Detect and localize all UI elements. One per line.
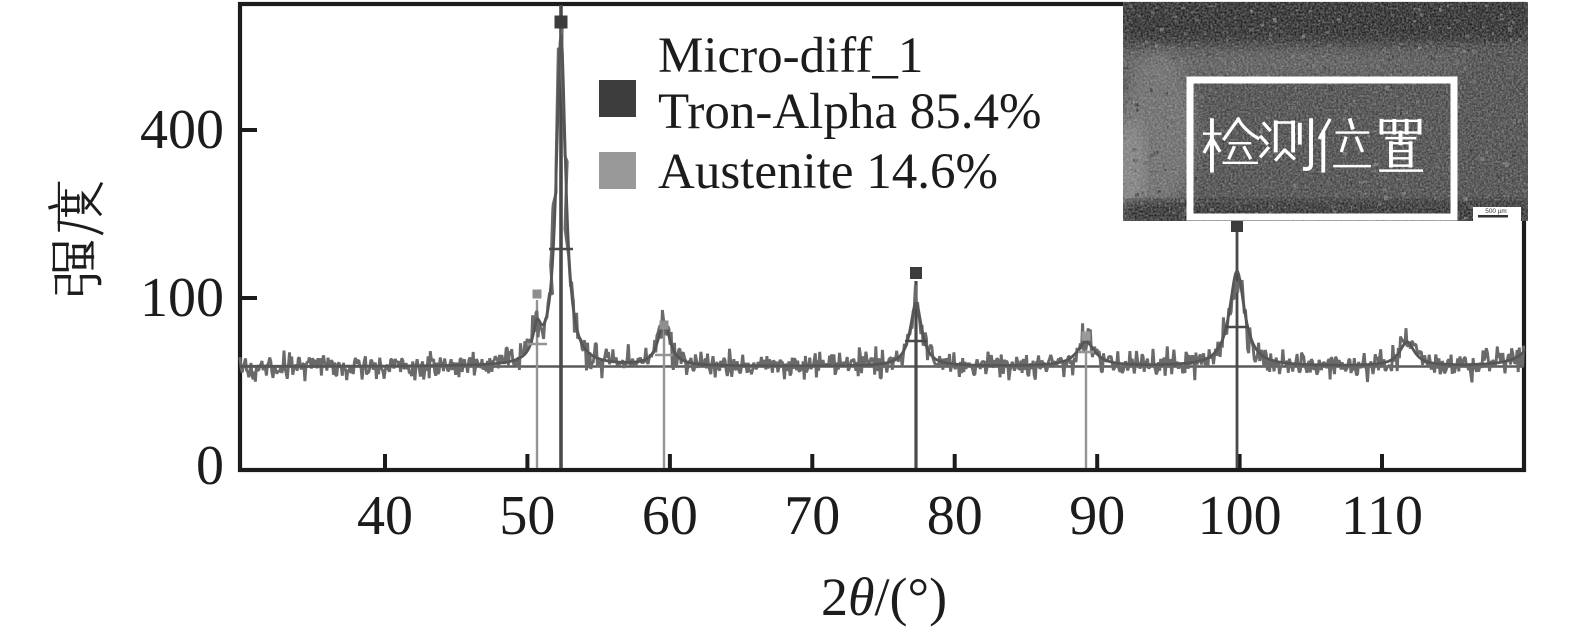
svg-text:110: 110 xyxy=(1341,485,1423,547)
svg-text:60: 60 xyxy=(642,485,698,547)
svg-text:100: 100 xyxy=(1198,485,1282,547)
svg-text:500 µm: 500 µm xyxy=(1485,208,1506,215)
svg-text:70: 70 xyxy=(784,485,840,547)
svg-text:80: 80 xyxy=(927,485,983,547)
svg-text:50: 50 xyxy=(499,485,555,547)
svg-text:2θ/(°): 2θ/(°) xyxy=(821,567,947,627)
svg-text:90: 90 xyxy=(1069,485,1125,547)
svg-text:40: 40 xyxy=(357,485,413,547)
svg-text:Micro-diff_1: Micro-diff_1 xyxy=(658,28,923,84)
svg-text:Austenite 14.6%: Austenite 14.6% xyxy=(658,144,998,200)
svg-text:400: 400 xyxy=(140,99,224,161)
svg-text:Tron-Alpha 85.4%: Tron-Alpha 85.4% xyxy=(658,84,1041,140)
svg-text:100: 100 xyxy=(140,267,224,329)
svg-text:0: 0 xyxy=(196,435,224,497)
